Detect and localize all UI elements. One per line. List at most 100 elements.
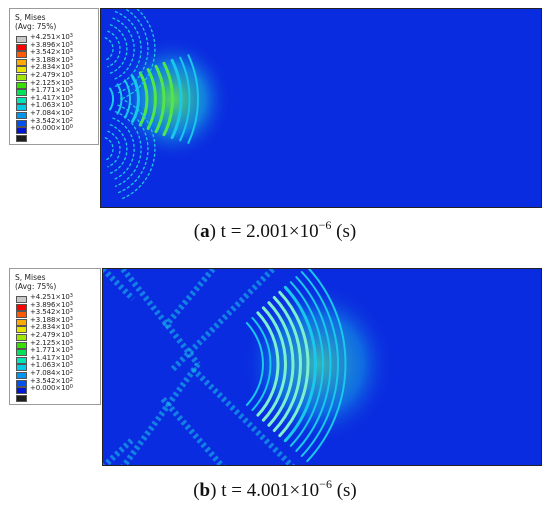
- legend-b: S, Mises (Avg: 75%) +4.251×103 +3.896×103…: [9, 268, 101, 405]
- legend-value: +3.188×103: [30, 315, 73, 324]
- legend-title: S, Mises: [15, 273, 46, 282]
- legend-swatch: [16, 379, 27, 387]
- legend-value: +3.542×103: [30, 48, 73, 57]
- reflection-ring: [107, 30, 121, 68]
- wave-arc: [272, 296, 302, 432]
- legend-value: +1.417×103: [30, 353, 73, 362]
- wave-arc: [261, 306, 287, 422]
- legend-value: +4.251×103: [30, 33, 73, 41]
- legend-swatch: [16, 58, 27, 66]
- wave-arc: [162, 61, 174, 137]
- legend-subtitle: (Avg: 75%): [15, 22, 57, 31]
- reflection-band: [160, 269, 216, 331]
- reflection-band: [160, 397, 226, 465]
- wave-arc: [300, 271, 339, 457]
- legend-swatch: [16, 364, 27, 372]
- legend-value: +1.063×103: [30, 361, 73, 370]
- legend-value: +2.834×103: [30, 63, 73, 72]
- legend-value: +4.251×103: [30, 293, 73, 301]
- reflection-ring: [114, 11, 142, 87]
- caption-exponent: −6: [319, 477, 332, 491]
- legend-value: +1.771×103: [30, 86, 73, 95]
- legend-swatch: [16, 341, 27, 349]
- legend-value: +1.063×103: [30, 101, 73, 110]
- legend-swatch: [16, 372, 27, 379]
- legend-swatch: [16, 96, 27, 104]
- legend-swatch: [16, 51, 27, 59]
- legend-subtitle: (Avg: 75%): [15, 282, 57, 291]
- legend-value: +1.771×103: [30, 346, 73, 355]
- legend-title: S, Mises: [15, 13, 46, 22]
- reflection-ring: [109, 24, 128, 74]
- reflection-band: [103, 436, 136, 465]
- caption-time: t = 2.001×10: [220, 221, 319, 242]
- legend-swatch: [16, 387, 27, 395]
- legend-swatch: [16, 127, 27, 135]
- reflection-band: [120, 269, 201, 366]
- caption-a: (a) t = 2.001×10−6 (s): [193, 218, 357, 242]
- wave-arc: [131, 75, 140, 123]
- legend-value: +0.000×100: [30, 384, 73, 393]
- legend-value: +1.417×103: [30, 93, 73, 102]
- legend-swatch: [16, 296, 27, 303]
- wave-arc: [146, 68, 157, 130]
- reflection-ring: [109, 124, 128, 174]
- wave-arc: [170, 58, 183, 140]
- legend-swatch: [16, 134, 27, 142]
- reflection-ring: [119, 9, 156, 100]
- legend-swatch: [16, 349, 27, 357]
- wave-arc: [278, 290, 310, 438]
- wave-arc: [295, 276, 332, 452]
- diagonal-reflections: [103, 269, 296, 465]
- legend-value: +2.834×103: [30, 323, 73, 332]
- reflection-ring: [104, 37, 114, 61]
- legend-swatch: [16, 89, 27, 97]
- legend-swatch: [16, 36, 27, 43]
- legend-swatch: [16, 112, 27, 119]
- stress-wave-pattern-b: [103, 269, 393, 465]
- wave-arc: [251, 317, 272, 411]
- wave-arc: [256, 311, 280, 417]
- wave-arc: [289, 281, 324, 447]
- stress-field-plot-b: [102, 268, 542, 466]
- legend-swatch: [16, 81, 27, 89]
- legend-value: +3.542×102: [30, 376, 73, 385]
- legend-value: +2.479×103: [30, 71, 73, 79]
- caption-unit: (s): [336, 480, 357, 501]
- wave-arc: [306, 269, 347, 463]
- legend-swatch: [16, 311, 27, 319]
- panel-label: a: [200, 221, 210, 242]
- wave-arc: [283, 285, 317, 443]
- legend-a: S, Mises (Avg: 75%) +4.251×103 +3.896×103…: [9, 8, 99, 145]
- reflection-band: [120, 362, 201, 465]
- legend-swatch: [16, 119, 27, 127]
- legend-value: +3.896×103: [30, 300, 73, 309]
- legend-swatch: [16, 356, 27, 364]
- wave-front-arcs: [245, 269, 347, 463]
- legend-value: +7.084×102: [30, 109, 73, 117]
- reflection-ring: [104, 137, 114, 161]
- reflection-band: [190, 366, 296, 465]
- legend-swatch: [16, 74, 27, 81]
- legend-swatch: [16, 318, 27, 326]
- wave-arc: [124, 79, 132, 119]
- wave-arc: [179, 56, 191, 142]
- panel-label: b: [199, 480, 211, 501]
- legend-value: +3.542×102: [30, 116, 73, 125]
- legend-swatch: [16, 66, 27, 74]
- wave-front-arcs: [109, 54, 199, 144]
- reflection-rings: [104, 9, 156, 200]
- wave-arc: [109, 87, 115, 111]
- reflection-ring: [117, 9, 149, 94]
- legend-value: +3.188×103: [30, 55, 73, 64]
- legend-swatch: [16, 334, 27, 341]
- legend-swatch: [16, 104, 27, 112]
- stress-wave-pattern-a: [104, 9, 231, 200]
- legend-value: +2.479×103: [30, 331, 73, 339]
- legend-value: +7.084×102: [30, 369, 73, 377]
- legend-swatch: [16, 43, 27, 51]
- legend-value: +2.125×103: [30, 78, 73, 87]
- caption-unit: (s): [336, 221, 357, 242]
- legend-value: +3.896×103: [30, 40, 73, 49]
- legend-swatch: [16, 394, 27, 402]
